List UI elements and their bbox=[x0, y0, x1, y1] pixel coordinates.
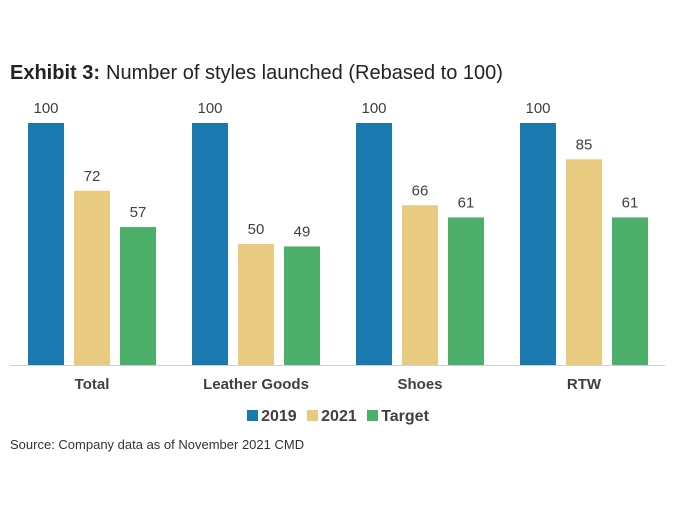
data-label-leather-goods-2021: 50 bbox=[248, 221, 265, 238]
legend-swatch-target bbox=[367, 410, 379, 421]
legend-item-2019: 2019 bbox=[247, 408, 297, 426]
source-note: Source: Company data as of November 2021… bbox=[10, 437, 305, 452]
legend-swatch-2019 bbox=[247, 410, 259, 421]
category-label-rtw: RTW bbox=[567, 376, 602, 393]
bar-leather-goods-2019 bbox=[192, 123, 228, 365]
data-label-shoes-target: 61 bbox=[458, 194, 475, 211]
data-label-rtw-target: 61 bbox=[622, 194, 639, 211]
legend-label-2019: 2019 bbox=[261, 408, 297, 425]
data-label-rtw-2019: 100 bbox=[525, 100, 550, 117]
data-label-leather-goods-2019: 100 bbox=[197, 100, 222, 117]
legend-label-target: Target bbox=[381, 408, 429, 425]
title-text: Number of styles launched (Rebased to 10… bbox=[106, 62, 503, 84]
category-label-shoes: Shoes bbox=[397, 376, 442, 393]
legend-swatch-2021 bbox=[307, 410, 319, 421]
title-prefix: Exhibit 3: bbox=[10, 62, 101, 84]
data-label-shoes-2019: 100 bbox=[361, 100, 386, 117]
data-label-total-target: 57 bbox=[130, 204, 147, 221]
bar-total-2019 bbox=[28, 123, 64, 365]
bar-rtw-2019 bbox=[520, 123, 556, 365]
legend-label-2021: 2021 bbox=[321, 408, 357, 425]
bar-rtw-2021 bbox=[566, 159, 602, 365]
data-label-total-2019: 100 bbox=[33, 100, 58, 117]
legend-item-target: Target bbox=[367, 408, 429, 426]
bar-shoes-target bbox=[448, 217, 484, 365]
bar-leather-goods-target bbox=[284, 246, 320, 365]
bar-rtw-target bbox=[612, 217, 648, 365]
data-label-shoes-2021: 66 bbox=[412, 182, 429, 199]
legend-item-2021: 2021 bbox=[307, 408, 357, 426]
category-label-total: Total bbox=[75, 376, 110, 393]
bar-leather-goods-2021 bbox=[238, 244, 274, 365]
bar-shoes-2019 bbox=[356, 123, 392, 365]
data-label-total-2021: 72 bbox=[84, 168, 101, 185]
category-label-leather-goods: Leather Goods bbox=[203, 376, 309, 393]
bar-total-target bbox=[120, 227, 156, 365]
data-label-rtw-2021: 85 bbox=[576, 136, 593, 153]
bar-total-2021 bbox=[74, 190, 110, 365]
bar-shoes-2021 bbox=[402, 205, 438, 365]
chart-title: Exhibit 3: Number of styles launched (Reb… bbox=[10, 62, 503, 85]
data-label-leather-goods-target: 49 bbox=[294, 223, 311, 240]
legend: 2019 2021 Target bbox=[0, 408, 676, 426]
